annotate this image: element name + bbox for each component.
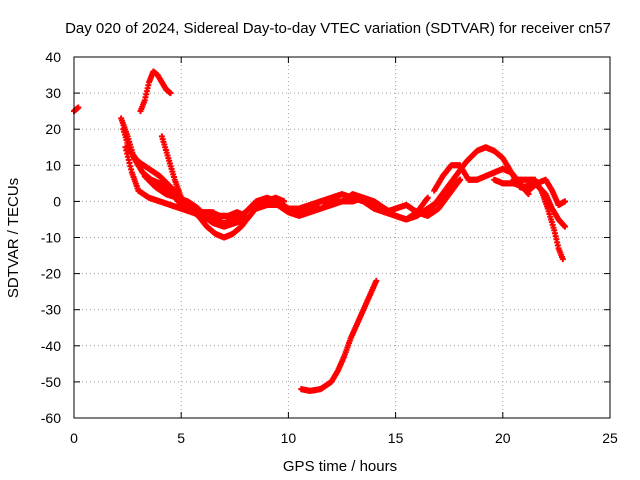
series-track-j <box>274 176 463 219</box>
y-tick-label: 40 <box>45 49 61 65</box>
y-tick-label: -10 <box>41 230 61 246</box>
y-tick-label: -40 <box>41 338 61 354</box>
y-tick-label: 0 <box>53 193 61 209</box>
data-point <box>373 277 380 284</box>
y-tick-label: 10 <box>45 157 61 173</box>
data-point <box>561 223 568 230</box>
data-point <box>75 104 82 111</box>
y-tick-label: -50 <box>41 374 61 390</box>
data-point <box>210 209 217 216</box>
data-point <box>456 176 463 183</box>
data-points <box>71 68 568 394</box>
data-point <box>561 198 568 205</box>
series-track-n <box>510 176 566 263</box>
series-track-b <box>137 68 174 115</box>
x-tick-label: 10 <box>281 430 297 446</box>
x-tick-label: 20 <box>495 430 511 446</box>
x-axis-title: GPS time / hours <box>283 458 397 475</box>
y-tick-label: -20 <box>41 266 61 282</box>
y-tick-label: 30 <box>45 85 61 101</box>
data-point <box>424 194 431 201</box>
series-track-k <box>409 144 568 219</box>
x-tick-label: 15 <box>388 430 404 446</box>
data-point <box>525 191 532 198</box>
x-tick-label: 5 <box>177 430 185 446</box>
y-tick-label: 20 <box>45 121 61 137</box>
series-track-o <box>298 277 380 394</box>
data-point <box>195 205 202 212</box>
data-point <box>167 90 174 97</box>
axes: 0 5 10 15 20 25 -60 -50 -40 -30 -20 -10 0 10 20 30 40 <box>41 49 618 446</box>
y-tick-label: -60 <box>41 410 61 426</box>
x-tick-label: 25 <box>602 430 618 446</box>
data-point <box>559 256 566 263</box>
x-tick-label: 0 <box>70 430 78 446</box>
y-axis-title: SDTVAR / TECUs <box>5 178 22 298</box>
y-tick-label: -30 <box>41 302 61 318</box>
chart-title: Day 020 of 2024, Sidereal Day-to-day VTE… <box>65 20 611 37</box>
